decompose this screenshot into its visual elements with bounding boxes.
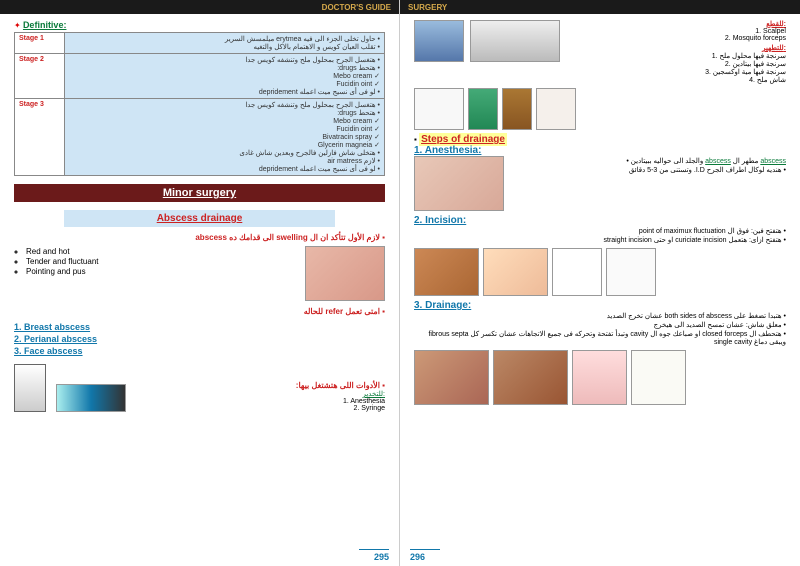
stage2-body: • هتغسل الجرح بمحلول ملح وتنشفه كويس جدا… xyxy=(65,54,385,99)
step2-title: 2. Incision: xyxy=(414,215,786,226)
symptom-list: Red and hot Tender and fluctuant Pointin… xyxy=(26,246,297,301)
drain-imgs xyxy=(414,350,786,405)
stages-table: Stage 1• حاول تخلى الجزء الى فيه erytmea… xyxy=(14,32,385,176)
face-abscess: 3. Face abscess xyxy=(14,346,385,356)
breast-abscess: 1. Breast abscess xyxy=(14,322,385,332)
drain1-img xyxy=(414,350,489,405)
step2a: • هتفتح فين: فوق ال point of maximux flu… xyxy=(414,227,786,235)
inc4-img xyxy=(606,248,656,296)
drain2-img xyxy=(493,350,568,405)
symptom-3: Pointing and pus xyxy=(26,267,297,276)
vial-img xyxy=(14,364,46,412)
clean-3: 3. سرنجة فيها مية اوكسجين xyxy=(566,68,786,76)
symptom-1: Red and hot xyxy=(26,247,297,256)
minor-surgery-banner: Minor surgery xyxy=(14,184,385,202)
drain3-img xyxy=(572,350,627,405)
arrow-icon: ✦ xyxy=(14,21,21,30)
stage1-label: Stage 1 xyxy=(15,33,65,54)
clean-2: 2. سرنجة فيها بيتادين xyxy=(566,60,786,68)
cut-tool-1: 1. Scalpel xyxy=(566,28,786,35)
step1-title: 1. Anesthesia: xyxy=(414,145,786,156)
drain4-img xyxy=(631,350,686,405)
bottle3-img xyxy=(536,88,576,130)
abscess-photo xyxy=(305,246,385,301)
symptom-2: Tender and fluctuant xyxy=(26,257,297,266)
incision-imgs xyxy=(414,248,786,296)
stage3-body: • هتغسل الجرح بمحلول ملح وتنشفه كويس جدا… xyxy=(65,99,385,176)
bottle2-img xyxy=(502,88,532,130)
clean-1: 1. سرنجة فيها محلول ملح xyxy=(566,52,786,60)
inc3-img xyxy=(552,248,602,296)
refer-note: ▪ امتى تعمل refer للحاله xyxy=(14,307,385,316)
supply-imgs xyxy=(414,88,786,130)
tool-1: 1. Anesthesia xyxy=(136,398,385,405)
syringe-img xyxy=(56,384,126,412)
cut-tool-2: 2. Mosquito forceps xyxy=(566,35,786,42)
step1b: • هنديه لوكال اطراف الجرح I.D. وتستنى من… xyxy=(510,166,786,174)
roll-img xyxy=(414,88,464,130)
page-num-left: 295 xyxy=(359,549,389,562)
stage2-label: Stage 2 xyxy=(15,54,65,99)
page-296: SURGERY للقطع: 1. Scalpel 2. Mosquito fo… xyxy=(400,0,800,566)
gauze-img xyxy=(414,20,464,62)
bottle1-img xyxy=(468,88,498,130)
cut-title: للقطع: xyxy=(566,20,786,28)
stage3-label: Stage 3 xyxy=(15,99,65,176)
tools-sub: للتخدير: xyxy=(136,390,385,398)
page-num-right: 296 xyxy=(410,549,440,562)
tool-2: 2. Syringe xyxy=(136,405,385,412)
stage1-body: • حاول تخلى الجزء الى فيه erytmea ميلمسش… xyxy=(65,33,385,54)
page-295: DOCTOR'S GUIDE ✦ Definitive: Stage 1• حا… xyxy=(0,0,400,566)
clean-4: 4. شاش ملح xyxy=(566,76,786,84)
abscess-drainage-banner: Abscess drainage xyxy=(64,210,335,227)
inc1-img xyxy=(414,248,479,296)
definitive-title: Definitive: xyxy=(23,20,67,30)
anesth-img xyxy=(414,156,504,211)
step2b: • هتفتح ازاى: هتعمل curiciate incision ا… xyxy=(414,236,786,244)
step3a: • هتبدا تضغط على both sides of abscess ع… xyxy=(414,312,786,320)
step3b: • معلق شاش: عشان تمسح الصديد الى هيخرج xyxy=(414,321,786,329)
inc2-img xyxy=(483,248,548,296)
abscess-note: ▪ لازم الأول تتأكد ان ال swelling الى قد… xyxy=(14,233,385,242)
clean-title: للتطهير: xyxy=(566,44,786,52)
header-left: DOCTOR'S GUIDE xyxy=(0,0,399,14)
perianal-abscess: 2. Perianal abscess xyxy=(14,334,385,344)
forceps-img xyxy=(470,20,560,62)
step3-title: 3. Drainage: xyxy=(414,300,786,311)
header-right: SURGERY xyxy=(400,0,800,14)
step3c: • هتحطف ال closed forceps او صباعك جوه ا… xyxy=(414,330,786,346)
step1a: abscess • مطهر ال abscess والجلد الى حوا… xyxy=(510,157,786,165)
tools-title: ▪ الأدوات اللى هتشتغل بيها: xyxy=(136,381,385,390)
